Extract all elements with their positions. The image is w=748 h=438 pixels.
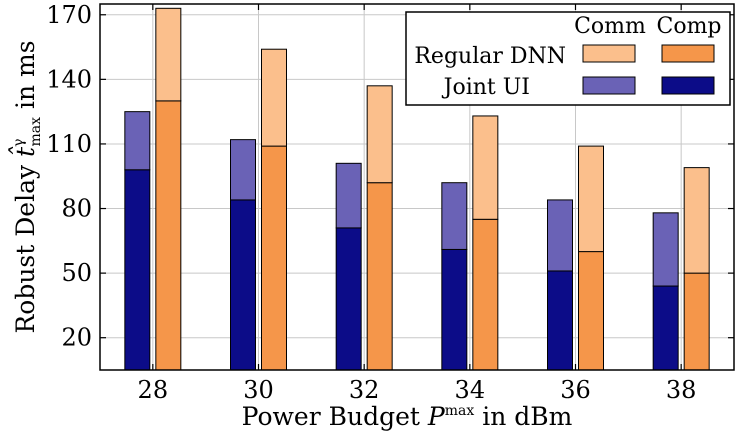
x-axis-ticks: 28 30 32 34 36 38 [138, 4, 697, 404]
legend-label-joint-ui: Joint UI [442, 75, 530, 100]
bars [124, 7, 710, 371]
bar-joint-ui-comm-30 [230, 139, 256, 201]
bar-joint-ui-comm-38 [652, 212, 679, 287]
x-tick-label-34: 34 [455, 376, 486, 404]
bar-joint-ui-comm-32 [335, 162, 362, 229]
y-axis-title: Robust Delay t̂γmax in ms [9, 40, 44, 333]
bar-regular-dnn-comp-38 [683, 272, 710, 371]
x-tick-label-28: 28 [138, 376, 169, 404]
y-axis-ticks: 20 50 80 110 140 170 [46, 1, 734, 352]
y-tick-label-140: 140 [46, 65, 92, 93]
x-tick-label-38: 38 [666, 376, 697, 404]
y-tick-label-110: 110 [46, 130, 92, 158]
x-tick-label-36: 36 [560, 376, 591, 404]
bar-joint-ui-comp-36 [547, 270, 573, 371]
y-tick-label-50: 50 [61, 259, 92, 287]
bar-regular-dnn-comp-34 [472, 218, 499, 371]
bar-regular-dnn-comp-30 [261, 145, 287, 371]
bar-regular-dnn-comp-36 [578, 251, 604, 371]
legend-swatch-joint-ui-comp [661, 76, 715, 95]
y-tick-label-170: 170 [46, 1, 92, 29]
bar-joint-ui-comp-28 [124, 169, 151, 371]
bar-regular-dnn-comm-34 [472, 115, 499, 220]
legend: Comm Comp Regular DNN Joint UI [405, 11, 731, 106]
legend-header-comm: Comm [574, 14, 646, 39]
x-tick-label-32: 32 [349, 376, 380, 404]
y-tick-label-20: 20 [61, 324, 92, 352]
legend-swatch-regular-dnn-comm [582, 44, 636, 63]
bar-joint-ui-comp-32 [335, 227, 362, 371]
bar-regular-dnn-comp-28 [155, 100, 182, 371]
legend-swatch-joint-ui-comm [582, 76, 636, 95]
bar-joint-ui-comm-28 [124, 111, 151, 171]
bar-regular-dnn-comm-28 [155, 7, 182, 102]
plot-frame [99, 3, 735, 371]
x-axis-title: Power Budget Pmax in dBm [242, 402, 573, 431]
x-tick-label-30: 30 [243, 376, 274, 404]
bar-regular-dnn-comm-30 [261, 48, 287, 147]
bar-regular-dnn-comm-32 [366, 85, 393, 184]
bar-joint-ui-comp-38 [652, 285, 679, 371]
bar-joint-ui-comp-30 [230, 199, 256, 371]
bar-joint-ui-comm-36 [547, 199, 573, 272]
y-tick-label-80: 80 [61, 195, 92, 223]
bar-joint-ui-comm-34 [441, 182, 468, 250]
legend-swatch-regular-dnn-comp [661, 44, 715, 63]
bar-regular-dnn-comp-32 [366, 182, 393, 371]
legend-label-regular-dnn: Regular DNN [414, 44, 566, 69]
legend-header-comp: Comp [656, 14, 721, 39]
bar-regular-dnn-comm-36 [578, 145, 604, 253]
bar-regular-dnn-comm-38 [683, 167, 710, 274]
bar-joint-ui-comp-34 [441, 248, 468, 371]
